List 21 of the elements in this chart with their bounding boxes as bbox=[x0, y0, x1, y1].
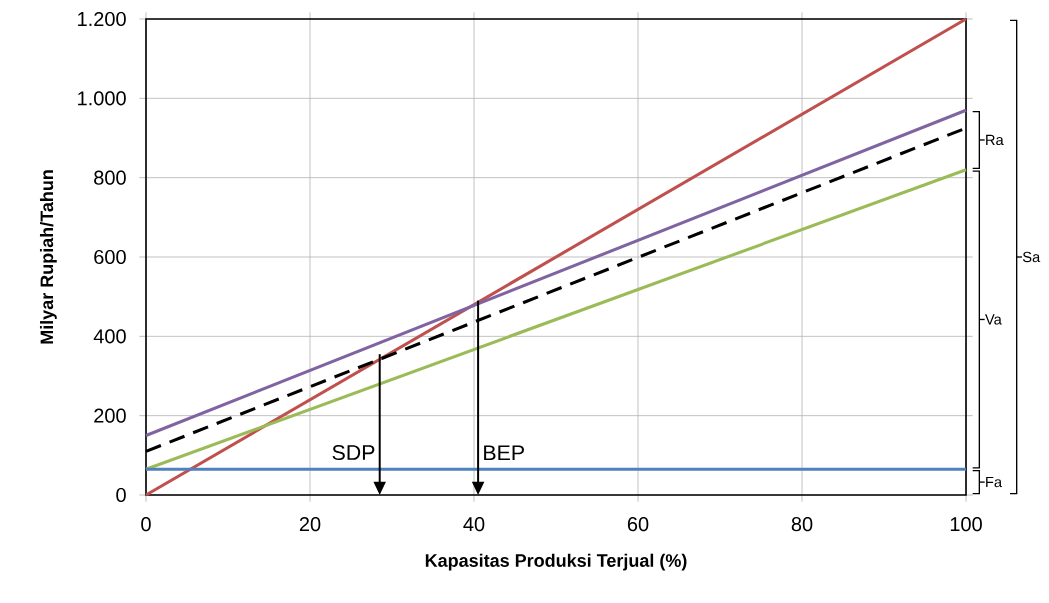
y-tick-label: 800 bbox=[94, 170, 126, 185]
y-tick-label: 200 bbox=[94, 408, 126, 423]
x-tick-label: 20 bbox=[299, 517, 321, 532]
y-tick-label: 0 bbox=[116, 487, 126, 503]
x-tick-label: 100 bbox=[950, 517, 982, 532]
y-tick-label: 1.000 bbox=[78, 91, 126, 106]
x-tick-label: 80 bbox=[791, 517, 813, 532]
x-tick-label: 40 bbox=[463, 517, 485, 532]
y-tick-label: 1.200 bbox=[78, 11, 126, 27]
annotation: BEP bbox=[484, 445, 524, 461]
text: Fa bbox=[986, 477, 1003, 488]
annotation: SDP bbox=[332, 444, 375, 461]
text: Ra bbox=[986, 134, 1004, 146]
text: Va bbox=[985, 314, 1002, 325]
x-axis-title: Kapasitas Produksi Terjual (%) bbox=[425, 553, 687, 571]
x-tick-label: 60 bbox=[627, 517, 649, 532]
text: Sa bbox=[1022, 251, 1041, 263]
y-tick-label: 600 bbox=[94, 249, 126, 265]
y-tick-label: 400 bbox=[93, 329, 126, 344]
y-axis-title: Milyar Rupiah/Tahun bbox=[39, 170, 57, 344]
x-tick-label: 0 bbox=[141, 517, 151, 532]
